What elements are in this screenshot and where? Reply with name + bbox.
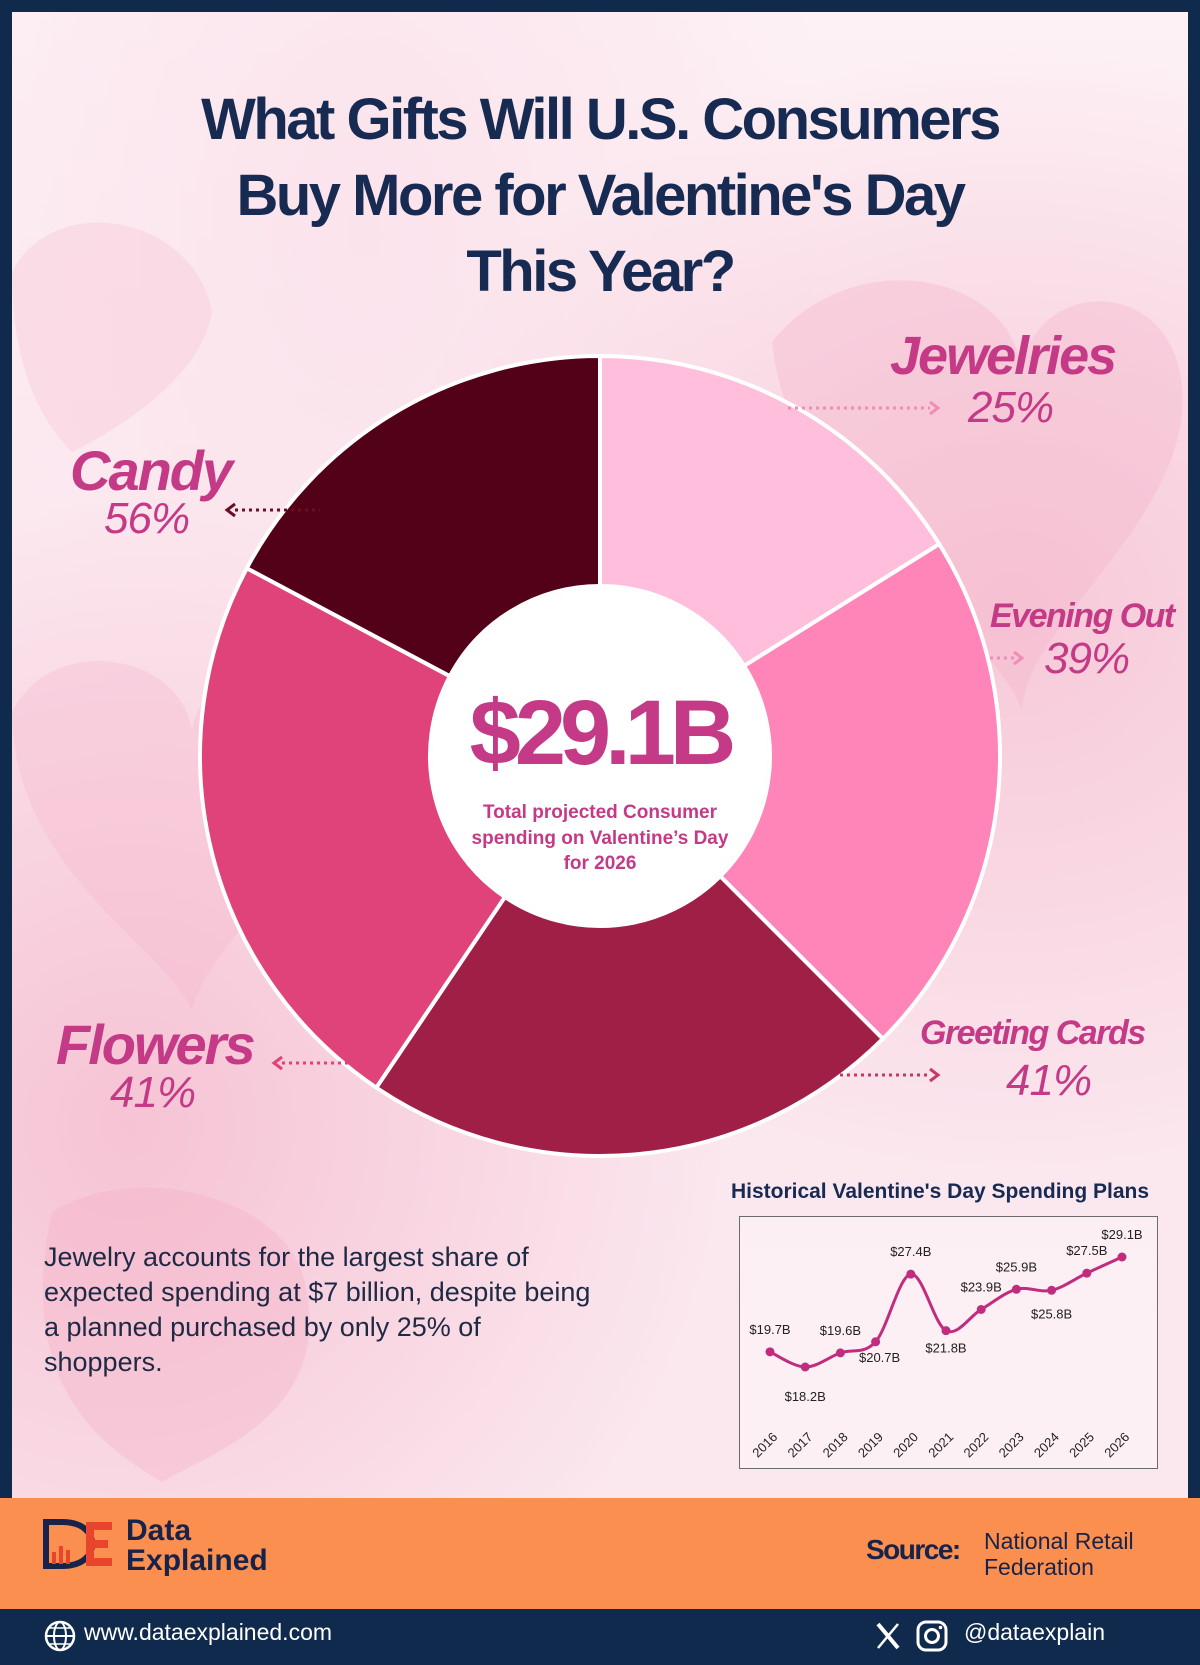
line-point [906, 1269, 916, 1279]
leader-arrow-jewelries [929, 400, 941, 416]
brand-line: Explained [126, 1544, 268, 1577]
leader-arrow-greeting-cards [929, 1067, 941, 1083]
line-point [1117, 1252, 1127, 1262]
donut-hole [432, 588, 768, 924]
donut-slice-evening-out [717, 541, 1002, 1042]
website-link[interactable]: www.dataexplained.com [84, 1619, 333, 1645]
title-line: What Gifts Will U.S. Consumers [201, 87, 1001, 152]
line-data-label: $21.8B [925, 1341, 966, 1356]
category-label-candy: Candy [70, 439, 233, 502]
line-point [1011, 1284, 1021, 1294]
center-caption-line: for 2026 [564, 853, 637, 874]
line-point [800, 1362, 810, 1372]
donut-slice-jewelries [598, 353, 942, 669]
line-data-label: $27.5B [1066, 1243, 1107, 1258]
line-data-label: $25.8B [1031, 1306, 1072, 1321]
category-label-evening-out: Evening Out [990, 597, 1175, 635]
line-data-label: $19.7B [749, 1322, 790, 1337]
logo-mark-icon [43, 1519, 112, 1569]
line-data-label: $20.7B [859, 1350, 900, 1365]
source-label: Source: [866, 1534, 961, 1565]
donut-slice-candy [244, 353, 602, 679]
title-line: Buy More for Valentine's Day [236, 163, 966, 228]
category-value-evening-out: 39% [1044, 634, 1130, 683]
category-value-jewelries: 25% [968, 383, 1054, 432]
line-data-label: $23.9B [961, 1279, 1002, 1294]
line-chart-title: Historical Valentine's Day Spending Plan… [730, 1180, 1150, 1203]
leader-arrow-flowers [271, 1055, 283, 1071]
description-text: Jewelry accounts for the largest share o… [44, 1242, 591, 1377]
category-value-candy: 56% [104, 494, 190, 543]
title-line: This Year? [466, 239, 736, 304]
line-chart-frame [739, 1216, 1158, 1469]
category-label-jewelries: Jewelries [890, 326, 1117, 386]
donut-slice-flowers [198, 565, 508, 1091]
footer-bar [0, 1498, 1200, 1609]
line-data-label: $19.6B [820, 1323, 861, 1338]
page-title: What Gifts Will U.S. Consumers Buy More … [0, 82, 1200, 310]
line-data-label: $18.2B [785, 1389, 826, 1404]
source-value: National Retail Federation [984, 1528, 1134, 1580]
category-label-flowers: Flowers [56, 1013, 256, 1076]
leader-arrow-evening-out [1013, 650, 1025, 666]
line-point [871, 1337, 881, 1347]
brand-line: Data [126, 1514, 192, 1547]
line-point [1082, 1268, 1092, 1278]
line-data-label: $27.4B [890, 1244, 931, 1259]
line-point [941, 1326, 951, 1336]
category-value-flowers: 41% [110, 1068, 196, 1117]
center-value: $29.1B [470, 682, 733, 784]
line-data-label: $29.1B [1101, 1227, 1142, 1242]
leader-arrow-candy [224, 502, 236, 518]
line-point [765, 1347, 775, 1357]
category-label-greeting-cards: Greeting Cards [920, 1014, 1146, 1052]
leader-lines [224, 400, 1025, 1083]
center-caption-line: spending on Valentine’s Day [472, 828, 729, 849]
donut-slice-greeting-cards [373, 873, 886, 1158]
bottom-bar [0, 1609, 1200, 1665]
category-value-greeting-cards: 41% [1006, 1056, 1092, 1105]
social-handle[interactable]: @dataexplain [964, 1619, 1105, 1645]
line-data-label: $25.9B [996, 1259, 1037, 1274]
line-point [1047, 1285, 1057, 1295]
line-point [976, 1304, 986, 1314]
center-caption-line: Total projected Consumer [483, 802, 718, 823]
brand-name: Data Explained [126, 1516, 268, 1576]
line-point [835, 1348, 845, 1358]
